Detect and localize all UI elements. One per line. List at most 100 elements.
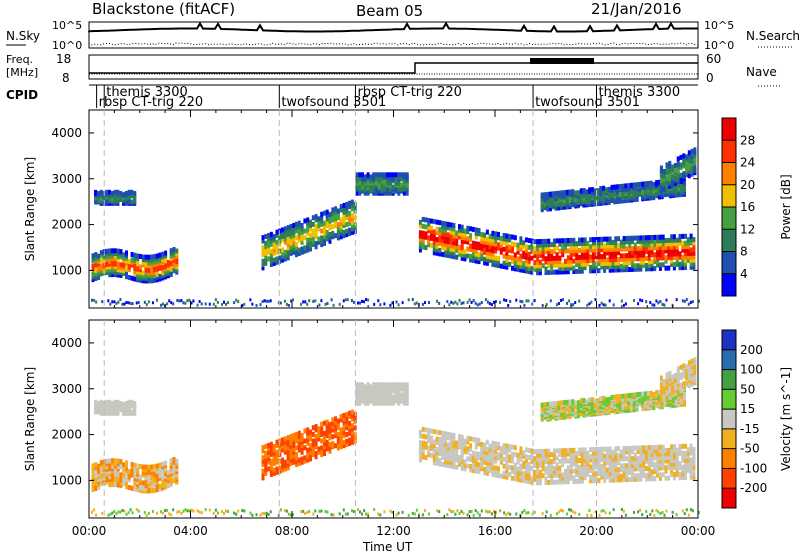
velocity-cell	[603, 446, 607, 452]
power-cell	[281, 250, 285, 256]
power-cell	[664, 238, 668, 243]
velocity-cell	[692, 467, 696, 473]
velocity-cell	[586, 450, 590, 456]
power-cell	[578, 237, 581, 243]
power-cell	[519, 236, 523, 242]
velocity-cell	[497, 466, 500, 472]
power-cell	[631, 253, 634, 258]
power-cell	[681, 240, 685, 246]
velocity-cell	[283, 446, 287, 452]
velocity-cell	[536, 456, 540, 462]
velocity-cell	[597, 446, 601, 452]
velocity-cell	[491, 465, 495, 470]
power-cell	[536, 253, 540, 258]
colorbar-swatch	[722, 207, 736, 230]
velocity-cell	[662, 391, 666, 397]
velocity-cell	[538, 476, 542, 482]
velocity-cell	[563, 400, 566, 406]
velocity-cell	[665, 372, 669, 378]
power-cell	[339, 204, 343, 210]
power-cell	[658, 252, 662, 257]
power-cell	[108, 261, 112, 267]
velocity-cell	[97, 474, 101, 480]
power-cell	[572, 251, 576, 257]
power-cell	[135, 301, 138, 305]
velocity-cell	[515, 512, 518, 516]
velocity-cell	[687, 513, 690, 517]
power-cell	[670, 251, 674, 257]
power-cell	[662, 169, 666, 174]
power-cell	[505, 247, 509, 253]
power-cell	[636, 245, 640, 251]
power-cell	[184, 301, 187, 305]
power-cell	[141, 259, 145, 265]
velocity-cell	[438, 457, 442, 463]
power-cell	[611, 257, 615, 263]
velocity-cell	[636, 462, 640, 468]
velocity-cell	[658, 465, 662, 471]
power-cell	[172, 257, 176, 263]
power-cell	[672, 265, 676, 271]
power-cell	[612, 303, 615, 307]
velocity-cell	[471, 454, 475, 460]
power-cell	[463, 252, 467, 258]
velocity-cell	[237, 509, 240, 513]
power-cell	[589, 247, 593, 253]
power-cell	[170, 301, 173, 305]
velocity-cell	[656, 451, 660, 457]
power-cell	[580, 241, 584, 246]
power-cell	[622, 256, 626, 262]
power-cell	[97, 264, 101, 270]
power-cell	[485, 240, 489, 245]
velocity-cell	[328, 445, 332, 451]
velocity-cell	[522, 464, 526, 470]
power-cell	[692, 240, 696, 246]
power-cell	[109, 302, 112, 306]
velocity-cell	[658, 455, 662, 461]
power-cell	[549, 191, 552, 197]
velocity-cell	[136, 479, 140, 485]
power-cell	[603, 250, 607, 256]
velocity-cell	[428, 512, 430, 516]
power-cell	[281, 234, 285, 240]
power-cell	[608, 236, 612, 242]
power-cell	[136, 272, 140, 277]
power-cell	[353, 225, 357, 231]
velocity-cell	[452, 464, 456, 470]
power-cell	[428, 301, 430, 305]
colorbar-tick: -100	[740, 461, 767, 475]
colorbar-tick: 16	[740, 200, 755, 214]
velocity-cell	[522, 471, 526, 477]
power-cell	[569, 248, 573, 254]
power-cell	[631, 263, 634, 269]
velocity-cell	[99, 399, 103, 405]
power-cell	[550, 259, 554, 265]
velocity-cell	[281, 464, 285, 470]
velocity-cell	[614, 456, 618, 462]
velocity-cell	[111, 479, 115, 485]
power-cell	[541, 256, 545, 262]
power-cell	[446, 225, 450, 231]
power-cell	[580, 261, 584, 267]
power-cell	[524, 268, 528, 274]
power-cell	[460, 252, 464, 258]
velocity-cell	[547, 452, 551, 458]
velocity-cell	[108, 471, 112, 477]
velocity-cell	[628, 456, 632, 462]
velocity-cell	[155, 476, 159, 482]
velocity-cell	[650, 462, 654, 468]
power-cell	[326, 301, 329, 305]
power-cell	[334, 209, 338, 215]
power-cell	[508, 237, 512, 243]
power-cell	[549, 206, 552, 212]
power-cell	[488, 254, 492, 260]
power-cell	[483, 239, 487, 245]
power-cell	[113, 253, 117, 259]
velocity-cell	[494, 455, 498, 461]
power-cell	[97, 266, 101, 272]
velocity-cell	[342, 413, 346, 418]
velocity-cell	[311, 445, 315, 451]
power-cell	[353, 205, 357, 211]
power-cell	[383, 178, 387, 184]
power-cell	[580, 268, 584, 274]
